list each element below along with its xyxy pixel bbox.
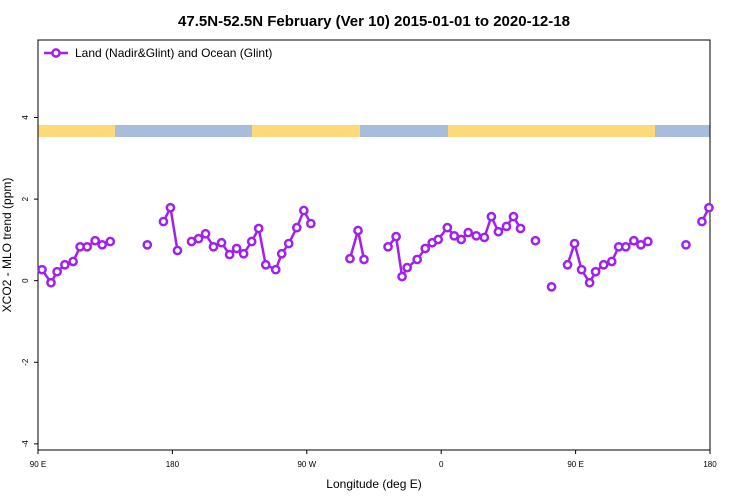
data-point [60,259,70,270]
x-tick-label: 180 [703,460,717,469]
data-point [345,253,355,264]
data-point [200,228,211,239]
data-point [697,216,707,227]
data-point [253,223,264,234]
data-point [193,233,204,244]
data-point [82,241,92,252]
data-point [397,271,407,282]
data-point [383,241,393,252]
data-point [291,222,302,233]
data-point [508,211,519,222]
data-point [420,243,431,254]
data-point [620,241,631,252]
data-point [590,266,601,277]
data-point [276,248,287,259]
data-point [208,241,219,252]
data-point [515,223,526,234]
data-point [628,235,639,246]
data-point [433,234,444,245]
data-point [598,259,609,270]
data-point [449,230,460,241]
legend-label: Land (Nadir&Glint) and Ocean (Glint) [75,46,272,60]
y-tick-label: 4 [21,115,30,120]
y-tick-label: -4 [21,440,30,448]
x-axis-label: Longitude (deg E) [326,477,421,491]
y-tick-label: 2 [21,196,30,201]
data-point [463,227,474,238]
data-point [606,256,617,267]
data-point [442,222,453,233]
y-tick-label: -2 [21,358,30,366]
data-point [46,277,56,288]
data-point [493,226,504,237]
data-point [158,216,169,227]
x-tick-label: 90 W [297,460,316,469]
data-point [486,211,497,222]
data-point [172,245,183,256]
data-point [283,238,294,249]
data-point [305,218,316,229]
y-tick-label: 0 [21,278,30,283]
data-point [238,248,249,259]
data-point [576,264,587,275]
plot-frame [37,39,711,451]
data-point [353,225,363,236]
series-line [41,203,711,286]
data-point [246,236,257,247]
data-point [501,221,512,232]
data-point [97,239,108,250]
data-point [456,234,467,245]
x-tick-label: 0 [439,460,444,469]
legend-marker [51,48,61,58]
data-point [298,205,309,216]
data-point [479,232,490,243]
data-point [643,236,653,247]
data-point [359,254,369,265]
data-point [562,259,573,270]
data-point [546,281,557,292]
data-point [68,256,78,267]
x-tick-label: 90 E [30,460,46,469]
data-point [37,264,47,275]
data-point [530,235,541,246]
data-point [471,230,482,241]
data-point [704,202,714,213]
data-point [142,239,153,250]
data-point [165,202,176,213]
x-tick-label: 180 [166,460,180,469]
data-point [224,249,235,260]
data-point [90,235,101,246]
land-ocean-strip [38,125,710,137]
chart-title: 47.5N-52.5N February (Ver 10) 2015-01-01… [178,13,570,30]
data-point [412,254,423,265]
data-point [569,238,580,249]
data-point [270,264,281,275]
data-point [216,237,227,248]
data-point [105,236,116,247]
x-tick-label: 90 E [567,460,583,469]
data-point [681,239,691,250]
y-axis-label: XCO2 - MLO trend (ppm) [0,178,14,313]
data-point [231,243,242,254]
data-point [391,231,401,242]
data-point [260,259,271,270]
data-point [584,277,595,288]
data-point [402,262,413,273]
data-point [52,266,62,277]
